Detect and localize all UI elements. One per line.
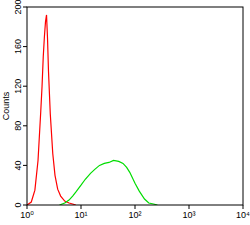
x-tick [189, 205, 190, 209]
x-tick [27, 205, 28, 209]
x-tick-label: 10² [128, 210, 141, 220]
chart-svg: 10⁰ 10¹ 10² 10³ 10⁴ 0 40 80 120 160 200 Counts [0, 0, 250, 225]
y-tick-label: 160 [13, 39, 23, 54]
x-tick-label: 10⁰ [20, 210, 34, 220]
y-tick [23, 46, 27, 47]
y-tick-label: 40 [13, 160, 23, 170]
x-tick [135, 205, 136, 209]
x-tick [81, 205, 82, 209]
plot-lines [27, 15, 157, 205]
chart-container: 10⁰ 10¹ 10² 10³ 10⁴ 0 40 80 120 160 200 Counts [0, 0, 250, 225]
y-tick-label: 0 [13, 202, 23, 207]
x-tick-label: 10¹ [74, 210, 87, 220]
y-tick [23, 86, 27, 87]
histogram-line [27, 15, 76, 205]
y-tick-label: 200 [13, 0, 23, 15]
histogram-line [60, 160, 158, 205]
y-axis-label: Counts [1, 91, 11, 120]
x-tick-label: 10³ [182, 210, 195, 220]
y-tick [23, 7, 27, 8]
x-tick [243, 205, 244, 209]
x-tick-label: 10⁴ [236, 210, 250, 220]
y-tick [23, 205, 27, 206]
y-tick-label: 80 [13, 121, 23, 131]
y-tick-label: 120 [13, 79, 23, 94]
y-tick [23, 125, 27, 126]
y-tick [23, 165, 27, 166]
plot-frame [27, 7, 243, 205]
